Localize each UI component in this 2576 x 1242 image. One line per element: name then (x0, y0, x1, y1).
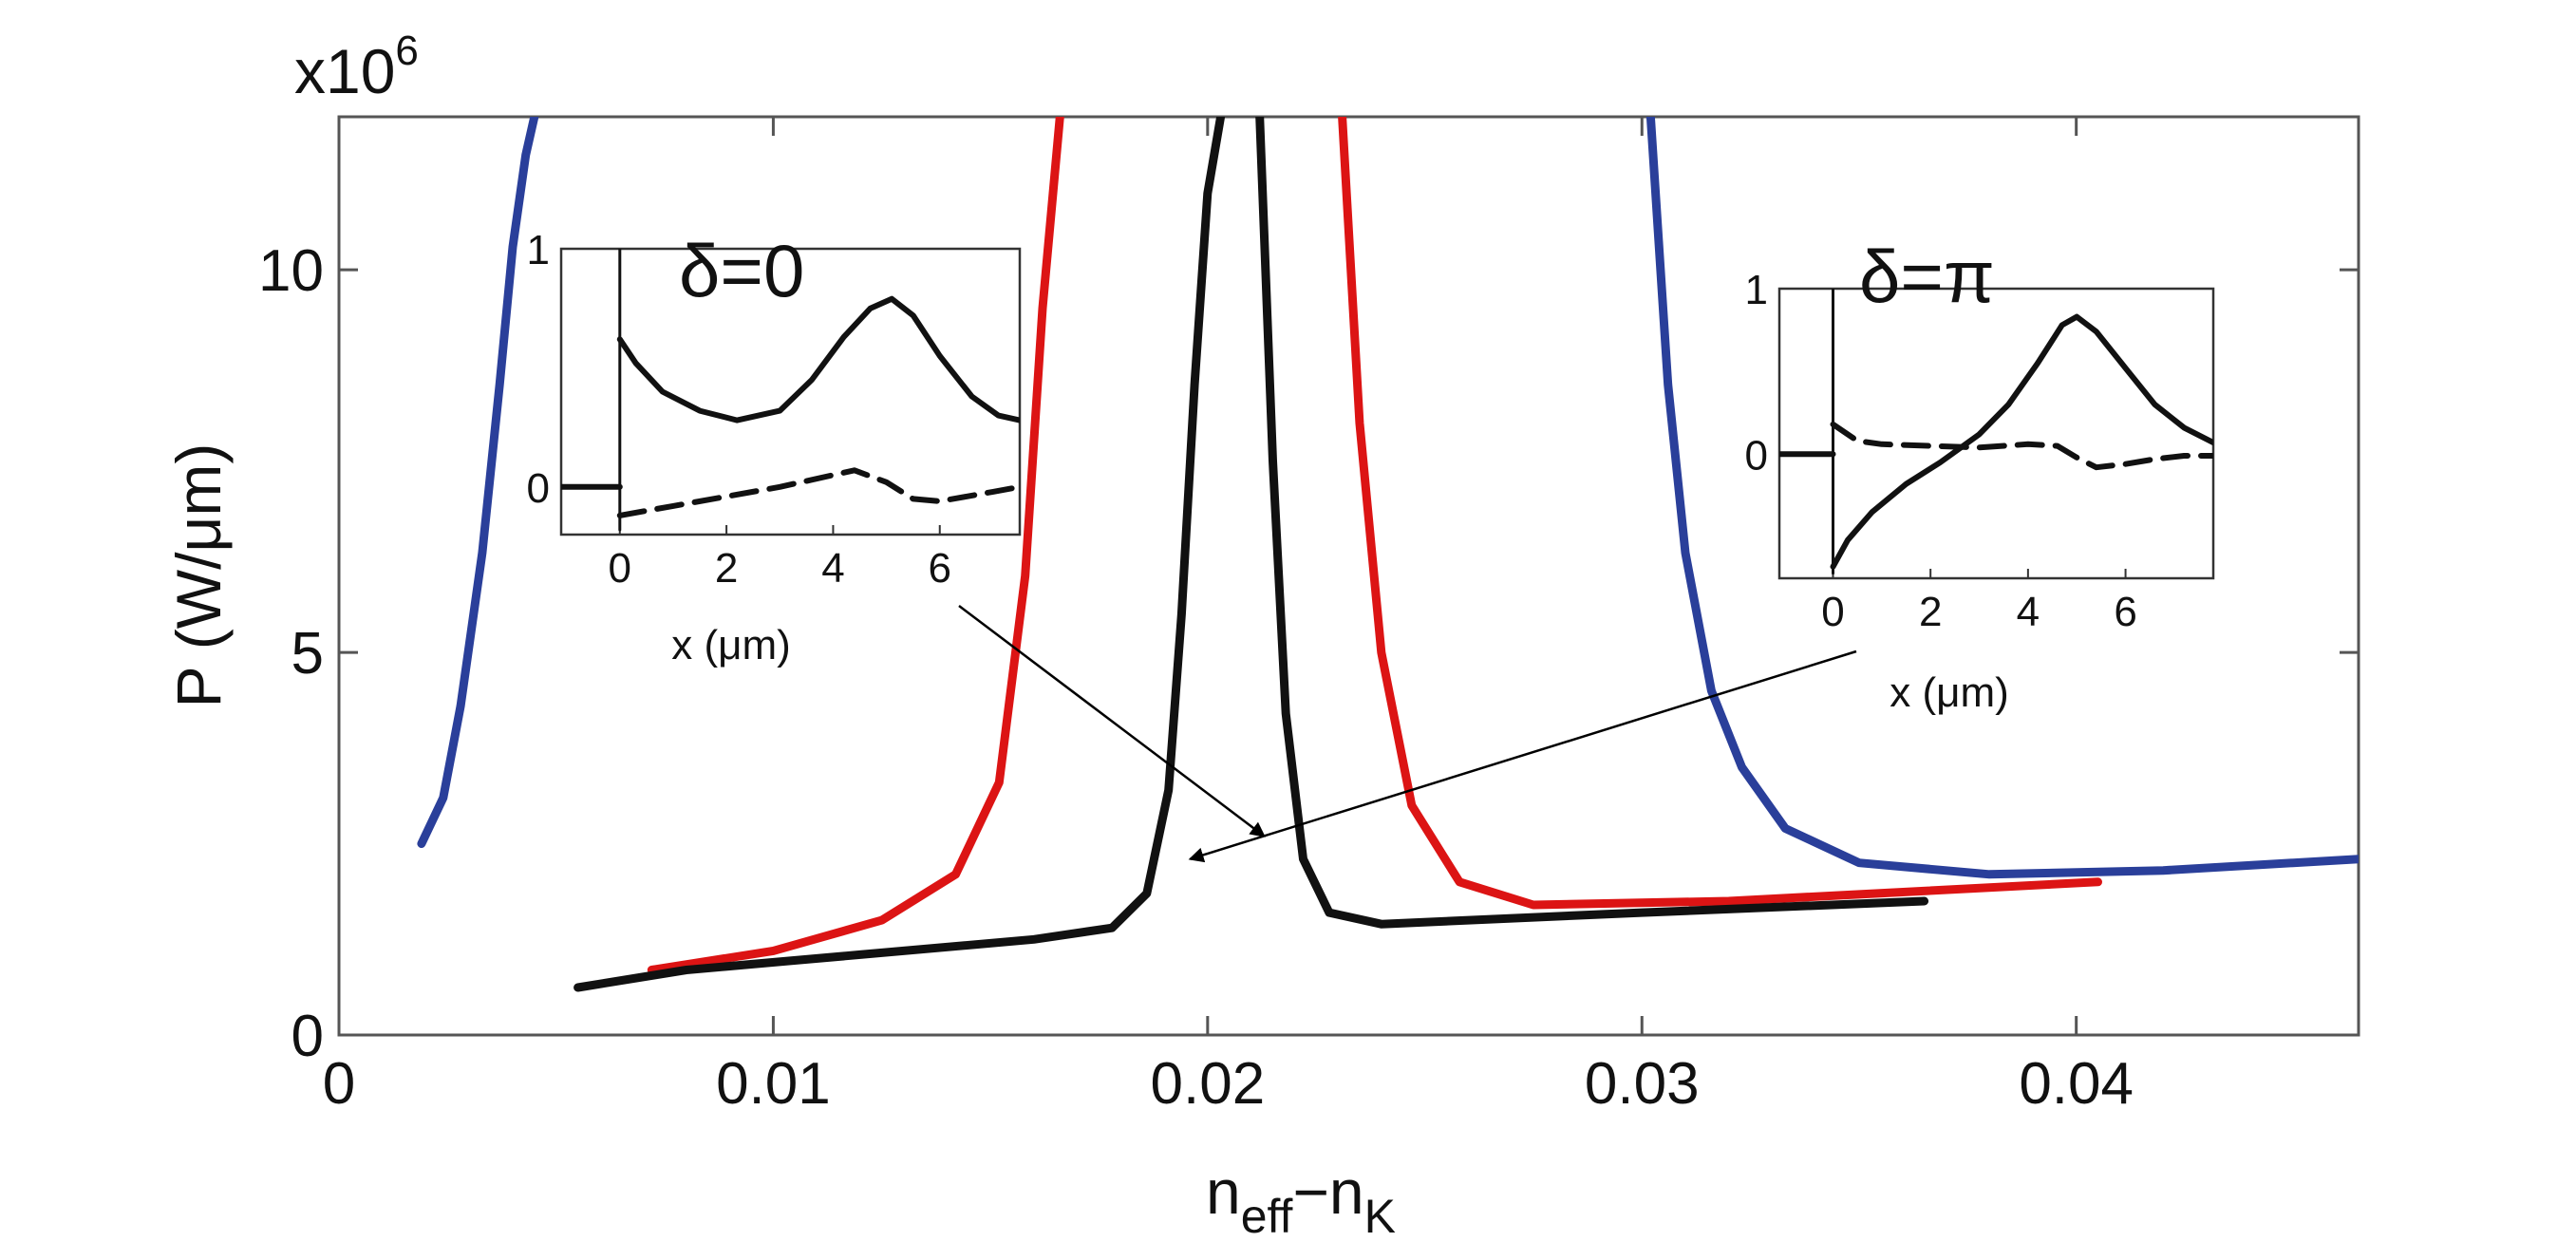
x-tick-label: 0.02 (1151, 1051, 1266, 1117)
series-blue-right (1645, 117, 2359, 879)
inset-delta-0: 0 2 4 6 0 1 δ=0 x (μm) (527, 227, 1022, 668)
inset-title: δ=0 (679, 229, 804, 312)
y-axis-title: P (W/μm) (163, 443, 234, 708)
series-blue-left (417, 117, 539, 848)
x-tick-label: 0.01 (716, 1051, 831, 1117)
x-tick-label: 0.04 (2019, 1051, 2134, 1117)
inset-y-tick-label: 0 (1745, 432, 1768, 479)
series-red-right (1338, 117, 2102, 910)
y-tick-label: 0 (291, 1004, 324, 1069)
inset-x-tick-label: 6 (2114, 589, 2136, 635)
inset-series-solid (1830, 313, 2213, 570)
inset-x-tick-label: 4 (821, 545, 844, 592)
inset-series-dashed (1830, 421, 2213, 471)
inset-x-label: x (μm) (671, 622, 791, 668)
inset-x-tick-label: 6 (929, 545, 951, 592)
series-black-right (1255, 117, 1929, 929)
inset-ticks: 0 2 4 6 0 1 (1745, 267, 2137, 635)
y-multiplier: x106 (294, 28, 419, 106)
y-tick-label: 10 (258, 238, 324, 304)
x-axis-title: neff−nK (1206, 1157, 1396, 1242)
inset-series-dashed (616, 467, 1020, 518)
main-series (417, 117, 2359, 992)
plot-frame (337, 115, 2360, 1037)
inset-y-tick-label: 1 (1745, 267, 1768, 313)
inset-x-tick-label: 2 (1919, 589, 1942, 635)
series-black-left (573, 117, 1226, 992)
inset-y-tick-label: 0 (527, 465, 550, 512)
inset-x-tick-label: 0 (609, 545, 631, 592)
inset-x-label: x (μm) (1890, 669, 2009, 716)
inset-series (1779, 289, 2213, 575)
inset-frame (1777, 287, 2215, 580)
x-tick-label: 0.03 (1585, 1051, 1700, 1117)
arrows (958, 605, 1857, 863)
inset-title: δ=π (1859, 235, 1995, 318)
inset-arrow (958, 605, 1266, 837)
series-red-left (647, 117, 1064, 974)
inset-ticks: 0 2 4 6 0 1 (527, 227, 951, 592)
inset-delta-pi: 0 2 4 6 0 1 δ=π x (μm) (1745, 235, 2215, 716)
inset-y-tick-label: 1 (527, 227, 550, 273)
inset-series (561, 249, 1020, 532)
inset-arrow (1188, 649, 1857, 863)
inset-x-tick-label: 4 (2017, 589, 2040, 635)
inset-series-solid (616, 295, 1020, 423)
y-tick-label: 5 (291, 621, 324, 687)
inset-x-tick-label: 0 (1821, 589, 1844, 635)
inset-x-tick-label: 2 (715, 545, 738, 592)
x-tick-label: 0 (323, 1051, 355, 1117)
